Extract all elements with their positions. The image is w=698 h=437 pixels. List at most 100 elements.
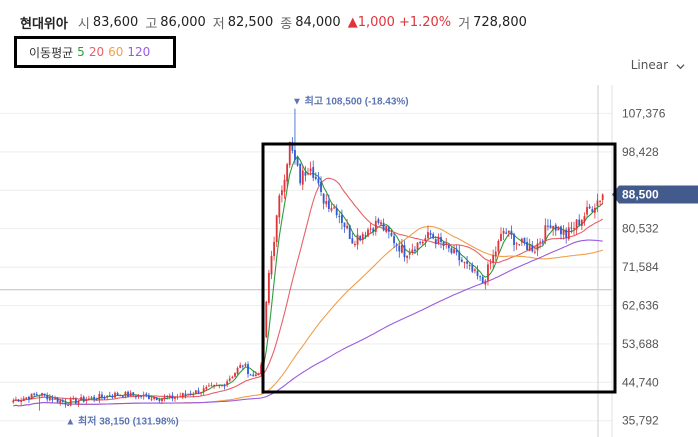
candle-body [544,225,547,242]
candle-body [567,227,570,240]
candle-body [90,397,93,399]
candle-body [421,241,424,244]
candle-body [528,244,531,251]
candle-body [570,227,573,229]
moving-average-lines [13,155,604,407]
candle-body [171,395,174,399]
candle-body [247,364,249,375]
candle-body [387,227,390,232]
candle-body [108,395,111,397]
stock-name: 현대위아 [20,16,68,32]
candle-body [189,393,192,395]
candle-body [552,225,555,230]
candle-body [223,385,226,387]
candle-body [539,241,542,243]
low-marker-label: ▲ 최저 38,150 (131.98%) [65,415,178,428]
candle-body [533,251,536,253]
candle-body [453,249,455,254]
ma-legend-title: 이동평균 [29,45,74,60]
candle-body [270,255,273,275]
y-tick-label: 98,428 [622,145,659,159]
candle-body [155,397,158,400]
scale-mode-selector[interactable]: Linear [630,58,668,72]
candle-body [294,149,296,160]
candle-body [64,402,67,405]
candle-body [205,386,208,390]
candle-body [382,222,385,231]
candle-body [260,364,262,375]
candle-body [148,395,150,399]
candle-body [554,224,557,231]
candle-body [12,400,15,403]
candle-body [549,225,552,229]
candle-body [43,393,46,395]
current-price-label: 88,500 [622,187,659,201]
candle-body [210,385,213,387]
candle-body [41,393,43,396]
candle-body [487,264,489,281]
candle-body [56,397,59,403]
y-tick-label: 44,740 [622,375,659,389]
candle-body [560,226,562,235]
candle-body [249,374,252,376]
candle-body [320,181,322,192]
candle-body [80,397,83,401]
ma-line-60 [13,225,603,407]
chevron-down-icon[interactable] [676,62,685,71]
candle-body [479,276,482,278]
candle-body [187,394,189,396]
candle-body [408,252,411,255]
candle-body [531,245,534,252]
candle-body [278,195,281,218]
candle-body [51,398,54,401]
candle-body [536,243,539,251]
candle-body [134,395,137,398]
candle-body [85,399,88,401]
candle-body [72,398,75,400]
candle-body [398,245,401,252]
candle-body [207,385,210,387]
candle-body [121,395,124,398]
candle-body [361,233,364,241]
candle-body [330,208,333,211]
candle-body [265,301,268,338]
candle-body [476,270,479,276]
ma-legend-5[interactable]: 5 [77,45,85,59]
candle-body [158,399,161,401]
candle-body [364,235,367,237]
candle-body [197,390,200,394]
candle-body [403,245,406,258]
candle-body [557,226,560,231]
candle-body [257,374,260,376]
candle-body [166,396,169,398]
candle-body [484,280,487,285]
moving-average-legend[interactable]: 이동평균 5 20 60 120 [14,36,176,68]
candle-body [93,396,96,400]
candle-body [599,200,602,202]
highlight-box [261,142,617,394]
candle-body [455,250,458,253]
candle-body [22,398,25,402]
candle-body [200,392,202,394]
candle-body [241,365,244,367]
candle-body [312,167,315,178]
candle-body [163,396,166,399]
candle-body [562,230,565,235]
candle-body [385,226,388,232]
candle-body [127,391,129,397]
candle-body [54,398,56,400]
candle-body [523,237,526,244]
candle-body [424,238,427,242]
candle-body [252,374,255,377]
y-tick-label: 53,688 [622,337,659,351]
ma-legend-20[interactable]: 20 [88,45,105,59]
ma-legend-120[interactable]: 120 [127,45,151,59]
ma-legend-60[interactable]: 60 [108,45,124,59]
candle-body [215,385,218,387]
candle-body [489,262,492,264]
candle-body [181,392,184,397]
candle-body [588,206,591,209]
candle-body [59,400,62,404]
candle-body [427,232,429,239]
